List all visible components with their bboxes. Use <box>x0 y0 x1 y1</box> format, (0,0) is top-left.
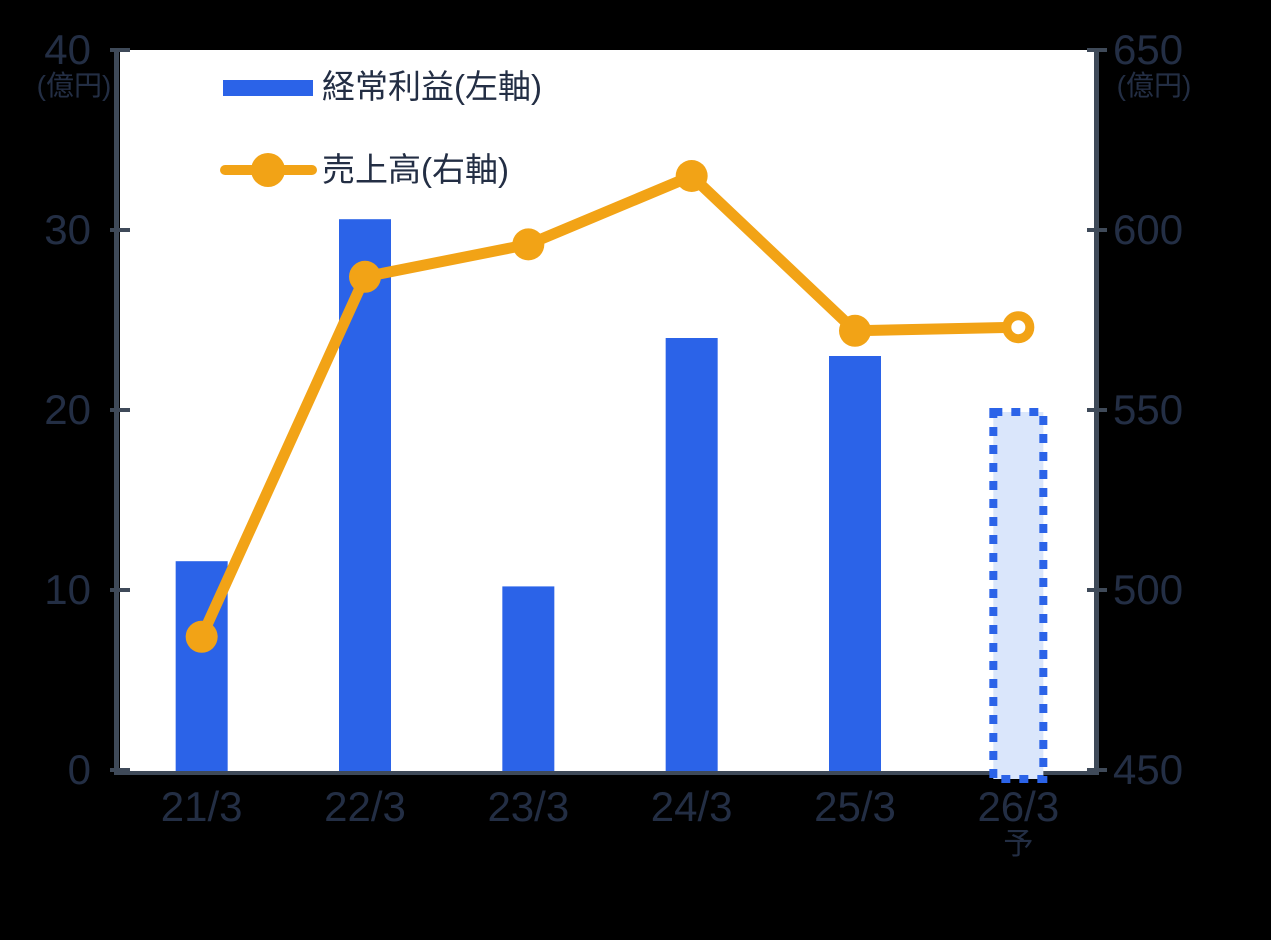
right-axis-tick-500 <box>1087 588 1107 592</box>
right-axis-tick-label-450: 450 <box>1113 746 1184 793</box>
left-axis-tick-label-40: 40 <box>44 26 91 73</box>
x-axis-forecast-sublabel: 予 <box>1003 828 1034 861</box>
right-axis-unit-label: (億円) <box>1116 70 1192 101</box>
left-axis-unit-label: (億円) <box>36 70 112 101</box>
x-axis-label-25/3: 25/3 <box>814 783 896 830</box>
bottom-axis-line <box>114 771 1099 775</box>
x-axis-label-23/3: 23/3 <box>487 783 570 830</box>
right-axis-tick-650 <box>1087 48 1107 52</box>
right-axis-tick-label-650: 650 <box>1113 26 1184 73</box>
x-axis-label-22/3: 22/3 <box>324 783 406 830</box>
left-axis-tick-label-20: 20 <box>44 386 91 433</box>
right-axis-tick-label-600: 600 <box>1113 206 1184 253</box>
left-axis-tick-20 <box>110 408 130 412</box>
left-axis-tick-40 <box>110 48 130 52</box>
right-axis-line <box>1094 50 1099 775</box>
right-axis-tick-label-500: 500 <box>1113 566 1184 613</box>
left-axis-tick-10 <box>110 588 130 592</box>
left-axis-tick-label-0: 0 <box>67 746 91 793</box>
left-axis-tick-label-10: 10 <box>44 566 91 613</box>
left-axis-tick-label-30: 30 <box>44 206 91 253</box>
left-axis-line <box>114 50 119 775</box>
plot-area <box>120 50 1097 771</box>
right-axis-tick-550 <box>1087 408 1107 412</box>
right-axis-tick-label-550: 550 <box>1113 386 1184 433</box>
x-axis-label-21/3: 21/3 <box>160 783 243 830</box>
left-axis-tick-0 <box>110 768 130 772</box>
right-axis-tick-450 <box>1087 768 1107 772</box>
x-axis-label-24/3: 24/3 <box>650 783 733 830</box>
x-axis-label-26/3: 26/3 <box>977 783 1060 830</box>
left-axis-tick-30 <box>110 228 130 232</box>
right-axis-tick-600 <box>1087 228 1107 232</box>
